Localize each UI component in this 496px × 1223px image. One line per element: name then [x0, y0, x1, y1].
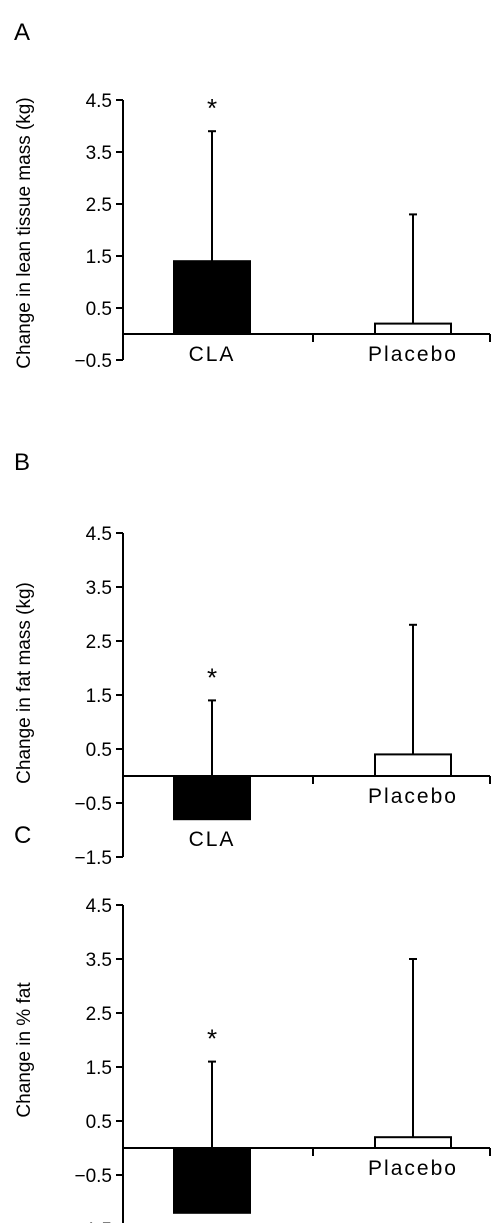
category-label: Placebo: [368, 1157, 458, 1180]
category-label: Placebo: [368, 343, 458, 366]
y-tick-label: 0.5: [86, 1112, 112, 1133]
y-tick-label: 2.5: [86, 1004, 112, 1025]
y-tick-label: 4.5: [86, 896, 112, 917]
bar-placebo: [374, 753, 452, 778]
category-label: CLA: [189, 828, 236, 851]
y-tick-label: 2.5: [86, 195, 112, 216]
y-tick-label: −0.5: [74, 794, 112, 815]
y-tick-label: 4.5: [86, 524, 112, 545]
bar-cla: [173, 775, 251, 821]
y-tick-label: 4.5: [86, 91, 112, 112]
y-tick-label: 3.5: [86, 950, 112, 971]
significance-marker: *: [207, 1024, 217, 1054]
y-tick-label: 1.5: [86, 1058, 112, 1079]
significance-marker: *: [207, 93, 217, 123]
significance-marker: *: [207, 662, 217, 692]
panel-label: B: [14, 449, 30, 476]
bar-cla: [173, 260, 251, 336]
y-tick-label: 2.5: [86, 632, 112, 653]
y-tick-label: −1.5: [74, 848, 112, 869]
y-tick-label: 0.5: [86, 299, 112, 320]
y-axis-label: Change in fat mass (kg): [14, 582, 35, 784]
y-axis-label: Change in % fat: [14, 982, 35, 1118]
y-tick-label: 1.5: [86, 686, 112, 707]
panel-label: A: [14, 19, 30, 46]
y-tick-label: 3.5: [86, 143, 112, 164]
category-label: CLA: [189, 1222, 236, 1223]
y-tick-label: 1.5: [86, 247, 112, 268]
bar-cla: [173, 1147, 251, 1214]
y-axis-label: Change in lean tissue mass (kg): [14, 97, 35, 368]
y-tick-label: 0.5: [86, 740, 112, 761]
y-tick-label: −0.5: [74, 351, 112, 372]
panel-label: C: [14, 822, 31, 849]
category-label: Placebo: [368, 785, 458, 808]
y-tick-label: 3.5: [86, 578, 112, 599]
y-tick-label: −1.5: [74, 1220, 112, 1223]
bar-placebo: [374, 1136, 452, 1149]
category-label: CLA: [189, 343, 236, 366]
y-tick-label: −0.5: [74, 1166, 112, 1187]
bar-placebo: [374, 322, 452, 336]
